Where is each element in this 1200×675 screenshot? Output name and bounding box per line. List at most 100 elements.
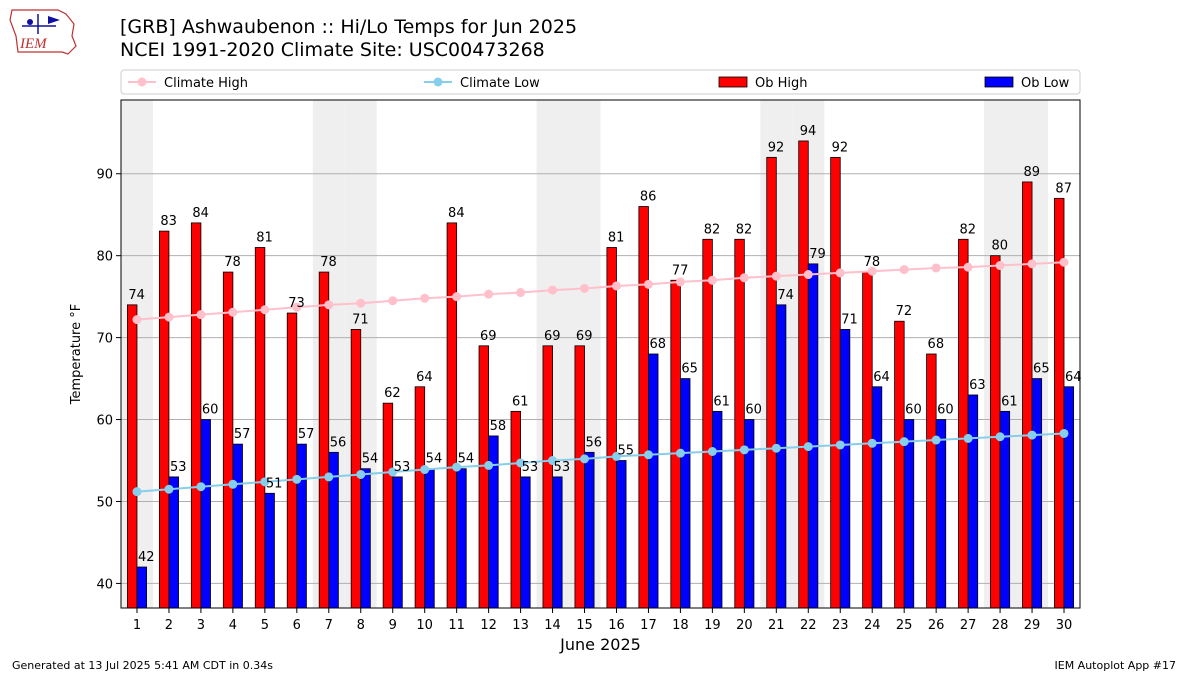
climate-high-point-20 xyxy=(739,273,749,283)
ob-low-label: 64 xyxy=(1065,370,1082,385)
climate-low-point-28 xyxy=(995,432,1005,442)
ob-low-bar-1 xyxy=(136,566,147,609)
ob-low-bar-6 xyxy=(296,443,307,609)
ob-low-bar-30 xyxy=(1063,386,1075,609)
y-tick-label: 80 xyxy=(96,250,113,265)
ob-low-label: 54 xyxy=(426,452,443,467)
climate-high-point-3 xyxy=(196,310,206,320)
climate-high-point-6 xyxy=(292,302,302,312)
ob-high-label: 71 xyxy=(352,312,369,327)
ob-low-label: 65 xyxy=(681,362,698,377)
ob-low-label: 57 xyxy=(234,427,251,442)
ob-high-bar-12 xyxy=(478,345,490,609)
climate-high-point-22 xyxy=(803,270,813,280)
climate-low-point-1 xyxy=(132,487,142,497)
ob-low-bar-25 xyxy=(903,419,915,609)
ob-low-bar-23 xyxy=(839,329,851,609)
ob-high-label: 82 xyxy=(704,222,721,237)
climate-high-point-18 xyxy=(675,277,685,287)
ob-high-label: 64 xyxy=(416,370,433,385)
climate-high-point-17 xyxy=(643,279,653,289)
data-labels: 74 83 84 78 81 73 78 71 62 64 84 69 61 69 69 81 86 77 82 82… xyxy=(128,124,1081,565)
ob-low-bar-19 xyxy=(711,410,723,609)
climate-high-point-16 xyxy=(611,281,621,291)
climate-low-point-29 xyxy=(1027,430,1037,440)
climate-high-point-4 xyxy=(228,307,238,317)
ob-high-label: 69 xyxy=(544,329,561,344)
climate-low-point-2 xyxy=(164,484,174,494)
ob-low-bar-9 xyxy=(392,476,403,609)
ob-high-label: 78 xyxy=(320,255,337,270)
legend-box xyxy=(120,69,1081,95)
x-tick-label: 14 xyxy=(544,618,561,633)
ob-high-label: 89 xyxy=(1023,165,1040,180)
ob-low-label: 54 xyxy=(362,452,379,467)
climate-low-point-30 xyxy=(1059,428,1069,438)
climate-low-point-19 xyxy=(707,447,717,457)
climate-high-point-27 xyxy=(963,262,973,272)
ob-low-label: 53 xyxy=(554,460,571,475)
legend-climate-high-marker xyxy=(137,77,147,87)
ob-high-label: 92 xyxy=(832,140,849,155)
ob-high-label: 77 xyxy=(672,263,689,278)
ob-high-bar-9 xyxy=(382,402,394,609)
y-tick-label: 50 xyxy=(96,495,113,510)
ob-low-label: 64 xyxy=(873,370,890,385)
ob-low-bar-29 xyxy=(1031,378,1043,609)
climate-low-point-26 xyxy=(931,435,941,445)
legend-ob-low-swatch xyxy=(984,76,1014,88)
ob-low-label: 57 xyxy=(298,427,315,442)
climate-high-point-9 xyxy=(388,296,398,306)
ob-high-label: 83 xyxy=(160,214,177,229)
climate-low-point-5 xyxy=(260,477,270,487)
x-tick-label: 3 xyxy=(197,618,205,633)
ob-high-label: 81 xyxy=(608,230,625,245)
ob-high-bar-15 xyxy=(574,345,585,609)
ob-high-label: 78 xyxy=(864,255,881,270)
ob-high-bar-17 xyxy=(638,206,649,609)
ob-high-bar-22 xyxy=(798,140,809,609)
ob-low-label: 53 xyxy=(394,460,411,475)
climate-high-point-21 xyxy=(771,271,781,281)
x-tick-label: 16 xyxy=(608,618,625,633)
ob-high-label: 87 xyxy=(1055,181,1072,196)
x-axis-label: June 2025 xyxy=(559,635,641,654)
svg-text:IEM: IEM xyxy=(19,36,48,52)
climate-low-point-6 xyxy=(292,474,302,484)
climate-high-point-1 xyxy=(132,315,142,325)
x-tick-label: 2 xyxy=(165,618,173,633)
x-tick-label: 30 xyxy=(1056,618,1073,633)
ob-high-bar-1 xyxy=(126,304,138,609)
climate-low-point-27 xyxy=(963,433,973,443)
ob-high-label: 61 xyxy=(512,394,529,409)
ob-high-bar-7 xyxy=(318,271,330,609)
ob-high-bar-27 xyxy=(958,238,969,609)
y-tick-label: 60 xyxy=(96,414,113,429)
ob-high-bar-2 xyxy=(158,230,170,609)
y-axis-label: Temperature °F xyxy=(69,304,84,405)
ob-low-label: 65 xyxy=(1033,362,1050,377)
generated-timestamp: Generated at 13 Jul 2025 5:41 AM CDT in … xyxy=(12,659,273,672)
ob-low-bar-15 xyxy=(584,451,595,609)
chart-subtitle: NCEI 1991-2020 Climate Site: USC00473268 xyxy=(120,39,545,61)
ob-low-label: 54 xyxy=(458,452,475,467)
ob-low-label: 63 xyxy=(969,378,986,393)
climate-high-point-26 xyxy=(931,263,941,273)
ob-low-bar-11 xyxy=(456,468,467,609)
ob-high-bar-26 xyxy=(926,353,937,609)
legend: Climate High Climate Low Ob High Ob Low xyxy=(120,69,1081,95)
x-tick-label: 23 xyxy=(832,618,849,633)
ob-high-bar-5 xyxy=(254,247,266,609)
x-tick-label: 29 xyxy=(1024,618,1041,633)
ob-low-label: 60 xyxy=(905,403,922,418)
x-tick-label: 7 xyxy=(325,618,333,633)
climate-low-point-16 xyxy=(611,451,621,461)
ob-low-label: 55 xyxy=(617,444,634,459)
ob-low-bar-21 xyxy=(775,304,787,609)
bar-series xyxy=(126,140,1075,609)
climate-high-point-11 xyxy=(452,292,462,302)
climate-low-point-24 xyxy=(867,438,877,448)
climate-low-point-7 xyxy=(324,472,334,482)
